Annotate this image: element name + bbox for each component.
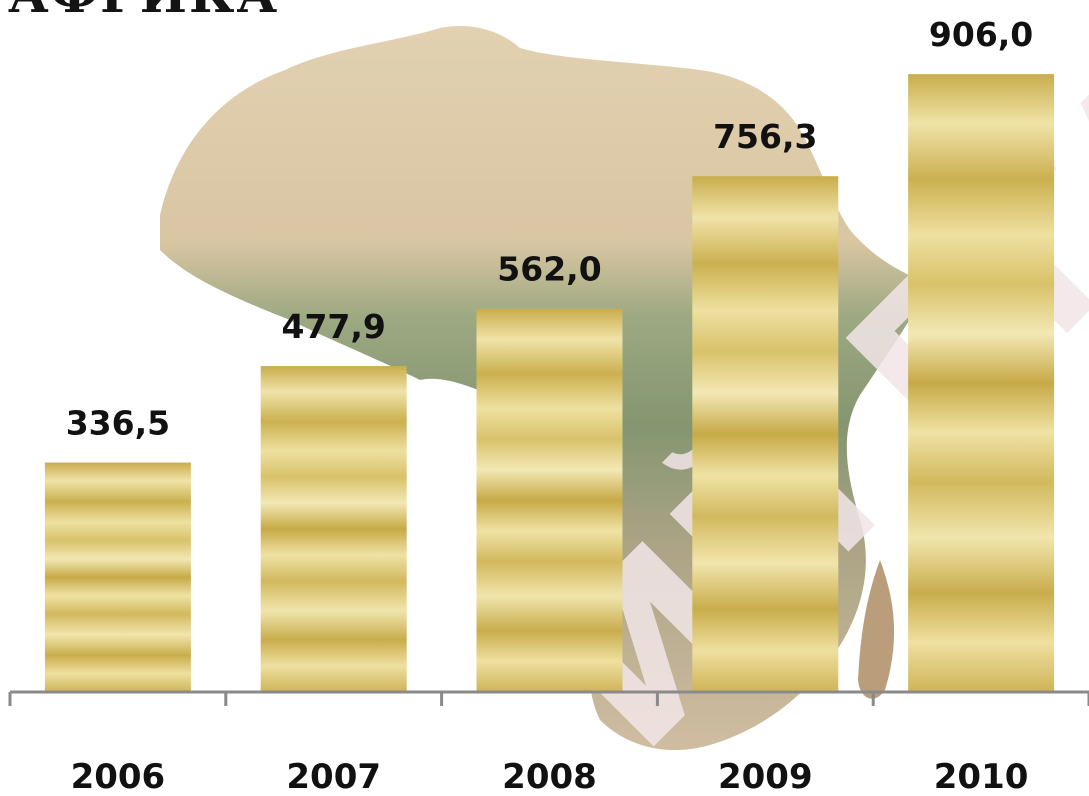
bar-2007: [260, 366, 407, 692]
bar-2006: [44, 462, 191, 692]
chart-title: АФРИКА: [8, 0, 279, 24]
x-tick-label-2008: 2008: [502, 757, 597, 796]
value-label-2010: 906,0: [929, 15, 1033, 54]
madagascar: [858, 560, 895, 699]
value-label-2009: 756,3: [713, 117, 817, 156]
bar-2010: [908, 74, 1055, 692]
bars-group: [44, 74, 1055, 693]
x-tick-label-2006: 2006: [71, 757, 166, 796]
x-tick-label-2007: 2007: [286, 757, 381, 796]
x-tick-label-2009: 2009: [718, 757, 813, 796]
value-labels-group: 336,5 477,9 562,0 756,3 906,0: [66, 15, 1034, 442]
bar-2008: [476, 308, 623, 692]
x-tick-label-2010: 2010: [934, 757, 1029, 796]
bar-2009: [692, 176, 839, 693]
x-tick-labels-group: 2006 2007 2008 2009 2010: [71, 757, 1029, 796]
value-label-2006: 336,5: [66, 404, 170, 443]
value-label-2008: 562,0: [497, 250, 601, 289]
value-label-2007: 477,9: [282, 307, 386, 346]
x-axis: [8, 690, 1089, 706]
